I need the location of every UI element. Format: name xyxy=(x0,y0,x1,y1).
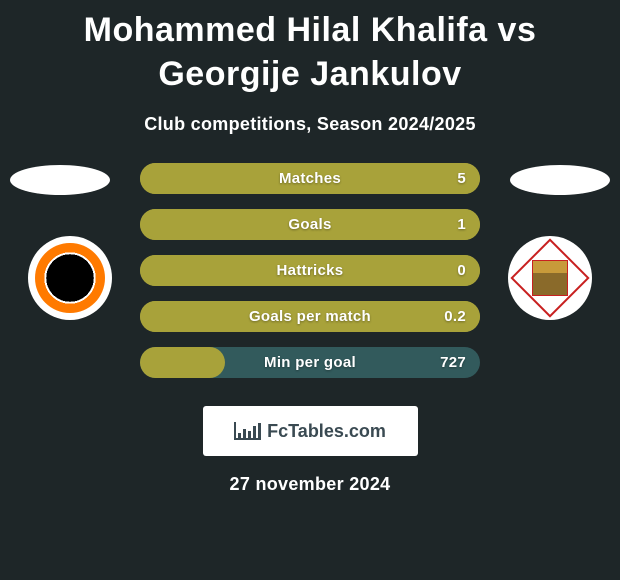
diamond-club-icon xyxy=(515,243,585,313)
comparison-panel: Matches 5 Goals 1 Hattricks 0 Goals per match 0… xyxy=(0,163,620,378)
ajman-club-icon xyxy=(35,243,105,313)
bar-chart-icon xyxy=(234,422,261,440)
club-right-logo xyxy=(500,235,600,320)
site-logo: FcTables.com xyxy=(203,406,418,456)
player-right-badge xyxy=(510,165,610,195)
stat-value: 0.2 xyxy=(444,308,466,325)
subtitle: Club competitions, Season 2024/2025 xyxy=(0,114,620,135)
stat-value: 5 xyxy=(457,170,466,187)
stat-label: Matches xyxy=(279,170,341,187)
stat-label: Hattricks xyxy=(277,262,344,279)
stat-row: Min per goal 727 xyxy=(140,347,480,378)
site-label: FcTables.com xyxy=(267,421,386,442)
stat-label: Min per goal xyxy=(264,354,356,371)
snapshot-date: 27 november 2024 xyxy=(0,474,620,495)
stat-fill xyxy=(140,347,225,378)
stat-row: Hattricks 0 xyxy=(140,255,480,286)
stat-label: Goals per match xyxy=(249,308,371,325)
player-left-badge xyxy=(10,165,110,195)
stat-label: Goals xyxy=(288,216,331,233)
page-title: Mohammed Hilal Khalifa vs Georgije Janku… xyxy=(0,0,620,96)
club-left-logo xyxy=(20,235,120,320)
stat-row: Goals per match 0.2 xyxy=(140,301,480,332)
stat-row: Goals 1 xyxy=(140,209,480,240)
stat-value: 727 xyxy=(440,354,466,371)
stat-value: 1 xyxy=(457,216,466,233)
stat-row: Matches 5 xyxy=(140,163,480,194)
stat-rows: Matches 5 Goals 1 Hattricks 0 Goals per match 0… xyxy=(140,163,480,378)
stat-value: 0 xyxy=(457,262,466,279)
